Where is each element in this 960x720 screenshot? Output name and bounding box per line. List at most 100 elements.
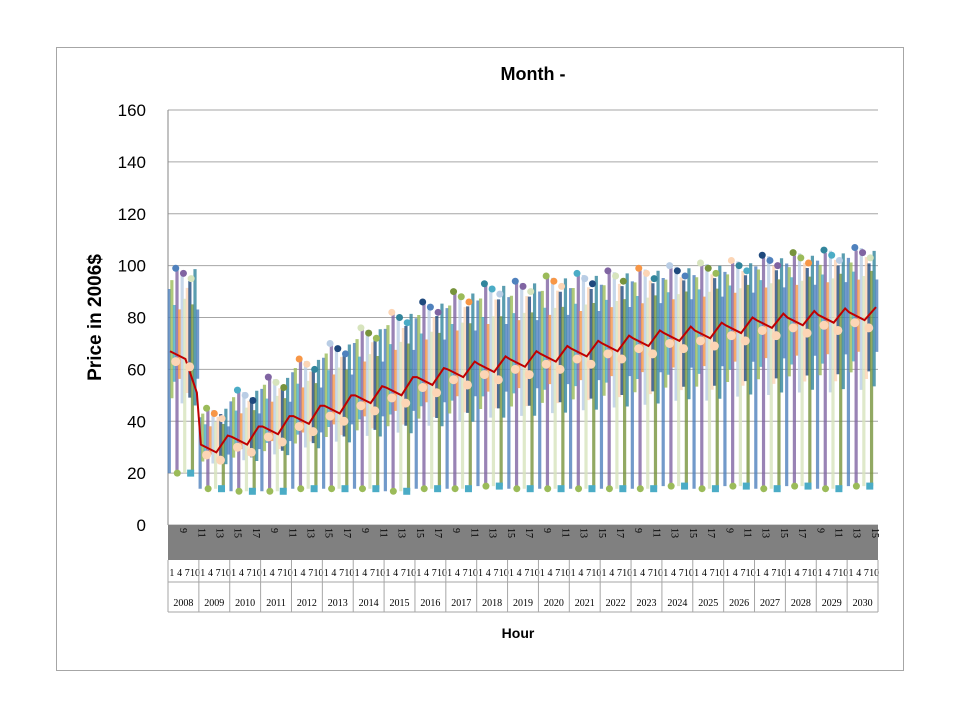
series-point: [835, 256, 843, 264]
series-point: [434, 485, 442, 493]
month-tick-label: 7: [740, 568, 745, 579]
series-point: [334, 345, 342, 353]
month-tick-label: 7: [216, 568, 221, 579]
month-tick-label: 4: [486, 568, 491, 579]
year-tick-label: 2017: [451, 598, 471, 609]
series-line-mean: [169, 306, 877, 454]
series-point: [510, 364, 520, 374]
series-point: [263, 432, 273, 442]
month-tick-label: 7: [308, 568, 313, 579]
month-tick-label: 1: [571, 568, 576, 579]
series-point: [493, 375, 503, 385]
month-tick-label: 4: [424, 568, 429, 579]
year-tick-label: 2021: [575, 598, 595, 609]
month-tick-label: 1: [756, 568, 761, 579]
series-point: [773, 485, 781, 493]
month-tick-label: 4: [733, 568, 738, 579]
month-tick-label: 1: [602, 568, 607, 579]
series-point: [797, 254, 805, 262]
hour-tick-label: 15: [596, 528, 607, 538]
series-point: [603, 349, 613, 359]
hour-tick-label: 13: [396, 528, 407, 538]
series-point: [341, 485, 349, 493]
month-tick-label: 4: [177, 568, 182, 579]
series-point: [280, 384, 288, 392]
series-point: [524, 370, 534, 380]
series-point: [187, 275, 195, 283]
month-tick-label: 7: [679, 568, 684, 579]
year-tick-label: 2026: [729, 598, 749, 609]
series-point: [179, 269, 187, 277]
hour-tick-label: 9: [814, 528, 825, 533]
series-point: [418, 383, 428, 393]
series-point: [866, 482, 874, 490]
month-tick-label: 10: [746, 568, 756, 579]
series-point: [172, 264, 180, 272]
month-tick-label: 1: [632, 568, 637, 579]
month-tick-label: 1: [200, 568, 205, 579]
series-point: [357, 324, 365, 332]
hour-tick-label: 13: [578, 528, 589, 538]
series-point: [673, 267, 681, 275]
series-point: [479, 370, 489, 380]
series-point: [527, 288, 535, 296]
month-tick-label: 4: [208, 568, 213, 579]
y-tick-label: 40: [127, 412, 146, 431]
series-point: [295, 355, 303, 363]
month-tick-label: 4: [270, 568, 275, 579]
series-point: [617, 354, 627, 364]
series-point: [835, 485, 843, 493]
month-tick-label: 10: [653, 568, 663, 579]
series-point: [451, 485, 459, 493]
series-point: [496, 290, 504, 298]
month-tick-label: 10: [530, 568, 540, 579]
hour-tick-label: 15: [869, 528, 880, 538]
hour-tick-label: 13: [305, 528, 316, 538]
series-point: [187, 469, 195, 477]
series-point: [272, 378, 280, 386]
series-point: [432, 388, 442, 398]
month-tick-label: 4: [794, 568, 799, 579]
series-point: [266, 487, 274, 495]
series-point: [555, 364, 565, 374]
series-point: [572, 354, 582, 364]
hour-tick-label: 17: [250, 528, 261, 538]
month-tick-label: 1: [725, 568, 730, 579]
month-tick-label: 4: [239, 568, 244, 579]
series-point: [774, 262, 782, 270]
series-point: [450, 288, 458, 296]
series-point: [698, 485, 706, 493]
series-point: [650, 485, 658, 493]
series-point: [303, 360, 311, 368]
series-point: [696, 336, 705, 346]
series-point: [358, 485, 366, 493]
series-point: [215, 455, 225, 465]
series-point: [727, 256, 735, 264]
year-tick-label: 2010: [235, 598, 255, 609]
month-tick-label: 10: [437, 568, 447, 579]
month-tick-label: 7: [493, 568, 498, 579]
month-tick-label: 1: [262, 568, 267, 579]
y-tick-label: 100: [118, 257, 146, 276]
series-point: [859, 249, 867, 257]
series-point: [210, 409, 218, 417]
month-tick-label: 4: [640, 568, 645, 579]
series-point: [233, 386, 241, 394]
series-point: [356, 401, 366, 411]
month-tick-label: 7: [586, 568, 591, 579]
series-point: [851, 243, 859, 251]
month-tick-label: 7: [771, 568, 776, 579]
month-tick-label: 1: [540, 568, 545, 579]
year-tick-label: 2027: [760, 598, 780, 609]
series-point: [820, 246, 828, 254]
series-point: [495, 482, 503, 490]
hour-tick-label: 11: [286, 528, 297, 538]
series-point: [204, 485, 212, 493]
month-tick-label: 10: [838, 568, 848, 579]
series-point: [388, 308, 396, 316]
series-point: [788, 323, 798, 333]
month-tick-label: 10: [807, 568, 817, 579]
series-point: [203, 404, 211, 412]
series-point: [328, 485, 336, 493]
hour-tick-label: 17: [796, 528, 807, 538]
